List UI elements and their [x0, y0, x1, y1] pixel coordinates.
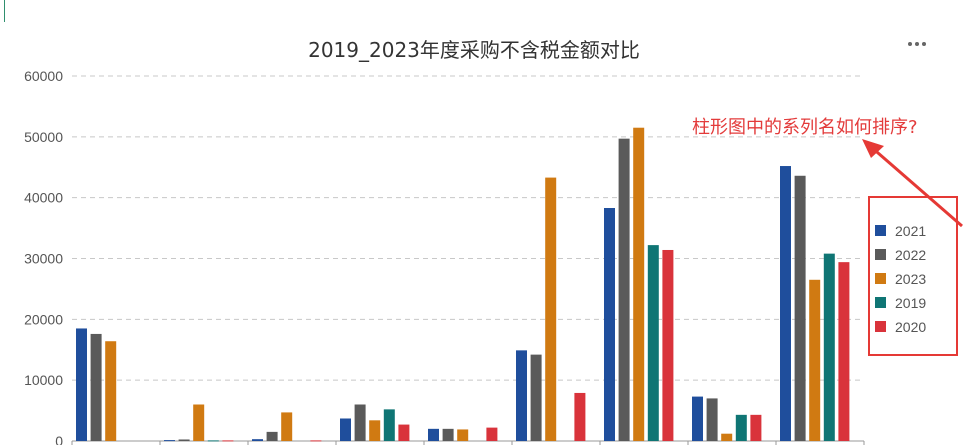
more-options-icon[interactable]: [906, 36, 930, 52]
bar-2021[interactable]: [340, 418, 351, 441]
bar-2022[interactable]: [794, 175, 806, 441]
y-tick-label: 60000: [24, 68, 63, 84]
bar-2019[interactable]: [207, 440, 219, 442]
bar-2022[interactable]: [530, 354, 542, 441]
bar-2023[interactable]: [633, 127, 645, 441]
y-tick-label: 20000: [24, 311, 63, 327]
y-tick-label: 10000: [24, 372, 63, 388]
bar-2021[interactable]: [516, 350, 527, 441]
bar-2020[interactable]: [310, 440, 322, 442]
bar-2021[interactable]: [604, 208, 615, 441]
bar-2022[interactable]: [266, 431, 278, 441]
annotation-question: 柱形图中的系列名如何排序?: [692, 117, 918, 138]
bar-2019[interactable]: [735, 414, 747, 441]
bar-2020[interactable]: [574, 392, 586, 441]
legend-label: 2023: [895, 271, 927, 287]
bar-2019[interactable]: [383, 409, 395, 441]
legend-label: 2020: [895, 319, 927, 335]
y-tick-label: 50000: [24, 129, 63, 145]
bar-2023[interactable]: [457, 429, 469, 441]
annotation-arrow: [862, 139, 963, 228]
bar-2023[interactable]: [809, 279, 821, 441]
bar-2020[interactable]: [838, 262, 850, 441]
legend-label: 2021: [895, 223, 927, 239]
bar-2020[interactable]: [662, 249, 674, 441]
bar-2021[interactable]: [252, 439, 263, 441]
bar-2021[interactable]: [428, 428, 439, 441]
bar-2021[interactable]: [780, 166, 791, 442]
bar-2022[interactable]: [706, 398, 718, 441]
bar-2022[interactable]: [442, 428, 454, 441]
y-axis: 0 10000 20000 30000 40000 50000 60000: [24, 68, 63, 445]
bar-2020[interactable]: [486, 427, 498, 441]
bar-2020[interactable]: [750, 414, 762, 441]
bar-2023[interactable]: [281, 412, 293, 441]
bar-2021[interactable]: [692, 396, 703, 441]
bar-2022[interactable]: [618, 138, 630, 442]
legend-label: 2019: [895, 295, 927, 311]
bar-2019[interactable]: [823, 253, 835, 441]
legend-swatch: [875, 297, 886, 308]
bar-2020[interactable]: [398, 424, 410, 441]
legend-swatch: [875, 225, 886, 236]
bar-2021[interactable]: [76, 328, 87, 441]
bar-2023[interactable]: [545, 177, 557, 441]
bar-2023[interactable]: [369, 420, 381, 441]
bar-2023[interactable]: [193, 404, 205, 442]
bar-2020[interactable]: [222, 440, 234, 442]
chart-title: 2019_2023年度采购不含税金额对比: [308, 38, 640, 62]
bar-2019[interactable]: [647, 245, 659, 441]
chart-legend: 2021 2022 2023 2019 2020: [868, 196, 958, 356]
bar-2022[interactable]: [354, 404, 366, 442]
legend-swatch: [875, 249, 886, 260]
y-tick-label: 30000: [24, 251, 63, 267]
panel-edge-marker: [0, 0, 5, 22]
y-tick-label: 40000: [24, 190, 63, 206]
bar-2023[interactable]: [105, 341, 117, 441]
legend-label: 2022: [895, 247, 927, 263]
bar-series: [76, 127, 850, 442]
bar-2022[interactable]: [178, 439, 190, 441]
bar-2023[interactable]: [721, 433, 733, 441]
legend-swatch: [875, 321, 886, 332]
bar-2022[interactable]: [90, 333, 102, 441]
legend-swatch: [875, 273, 886, 284]
bar-2021[interactable]: [164, 440, 175, 442]
y-tick-label: 0: [55, 433, 63, 445]
